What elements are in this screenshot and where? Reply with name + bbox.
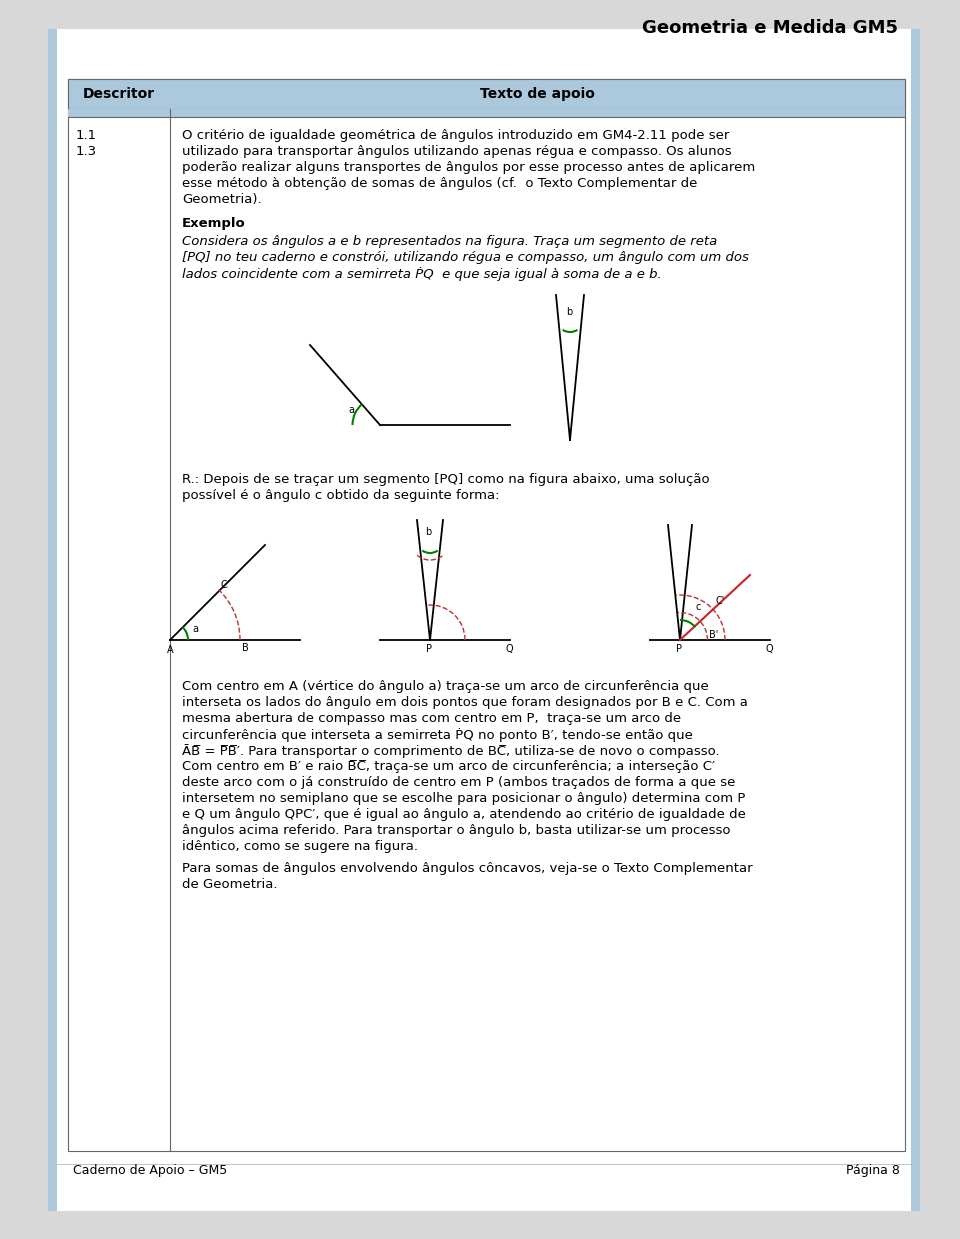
Text: [PQ] no teu caderno e constrói, utilizando régua e compasso, um ângulo com um do: [PQ] no teu caderno e constrói, utilizan…	[182, 252, 749, 264]
Text: Texto de apoio: Texto de apoio	[480, 87, 595, 102]
Text: A: A	[167, 646, 174, 655]
Text: deste arco com o já construído de centro em P (ambos traçados de forma a que se: deste arco com o já construído de centro…	[182, 776, 735, 789]
Text: Descritor: Descritor	[83, 87, 156, 102]
Text: interseta os lados do ângulo em dois pontos que foram designados por B e C. Com : interseta os lados do ângulo em dois pon…	[182, 696, 748, 709]
Text: Considera os ângulos a e b representados na figura. Traça um segmento de reta: Considera os ângulos a e b representados…	[182, 235, 717, 248]
Text: mesma abertura de compasso mas com centro em P,  traça-se um arco de: mesma abertura de compasso mas com centr…	[182, 712, 682, 725]
Text: possível é o ângulo c obtido da seguinte forma:: possível é o ângulo c obtido da seguinte…	[182, 489, 499, 502]
Text: intersetem no semiplano que se escolhe para posicionar o ângulo) determina com P: intersetem no semiplano que se escolhe p…	[182, 792, 745, 805]
Bar	[68, 79, 905, 109]
Text: a: a	[192, 624, 198, 634]
Text: Para somas de ângulos envolvendo ângulos côncavos, veja-se o Texto Complementar: Para somas de ângulos envolvendo ângulos…	[182, 862, 753, 875]
Bar	[911, 28, 920, 1211]
Text: poderão realizar alguns transportes de ângulos por esse processo antes de aplica: poderão realizar alguns transportes de â…	[182, 161, 756, 173]
Text: B: B	[242, 643, 249, 653]
Text: lados coincidente com a semirreta ṖQ  e que seja igual à soma de a e b.: lados coincidente com a semirreta ṖQ e q…	[182, 266, 661, 281]
Text: O critério de igualdade geométrica de ângulos introduzido em GM4-2.11 pode ser: O critério de igualdade geométrica de ân…	[182, 129, 730, 142]
Bar	[68, 79, 905, 1151]
Text: C: C	[221, 580, 228, 590]
Text: Página 8: Página 8	[846, 1163, 900, 1177]
Text: ĀB̅ = P̅B̅′. Para transportar o comprimento de BC̅, utiliza-se de novo o compass: ĀB̅ = P̅B̅′. Para transportar o comprime…	[182, 743, 720, 758]
Text: utilizado para transportar ângulos utilizando apenas régua e compasso. Os alunos: utilizado para transportar ângulos utili…	[182, 145, 732, 159]
Text: Q: Q	[766, 644, 774, 654]
Text: Com centro em B′ e raio B̅C̅, traça-se um arco de circunferência; a interseção C: Com centro em B′ e raio B̅C̅, traça-se u…	[182, 760, 715, 773]
Text: esse método à obtenção de somas de ângulos (cf.  o Texto Complementar de: esse método à obtenção de somas de ângul…	[182, 177, 697, 190]
Text: C': C'	[716, 596, 725, 606]
Bar	[48, 28, 57, 1211]
Text: b: b	[425, 527, 431, 536]
Text: ângulos acima referido. Para transportar o ângulo b, basta utilizar-se um proces: ângulos acima referido. Para transportar…	[182, 824, 731, 838]
Text: P: P	[676, 644, 682, 654]
Text: Caderno de Apoio – GM5: Caderno de Apoio – GM5	[73, 1163, 228, 1177]
Text: B': B'	[709, 629, 718, 641]
Text: R.: Depois de se traçar um segmento [PQ] como na figura abaixo, uma solução: R.: Depois de se traçar um segmento [PQ]…	[182, 473, 709, 486]
Text: Exemplo: Exemplo	[182, 217, 246, 230]
Bar	[68, 109, 905, 116]
Text: 1.3: 1.3	[76, 145, 97, 159]
Text: circunferência que interseta a semirreta ṖQ no ponto B′, tendo-se então que: circunferência que interseta a semirreta…	[182, 729, 693, 742]
Text: Geometria e Medida GM5: Geometria e Medida GM5	[642, 19, 898, 37]
Text: 1.1: 1.1	[76, 129, 97, 142]
Text: Com centro em A (vértice do ângulo a) traça-se um arco de circunferência que: Com centro em A (vértice do ângulo a) tr…	[182, 680, 708, 693]
Text: b: b	[566, 307, 572, 317]
Text: Geometria).: Geometria).	[182, 193, 262, 206]
Text: e Q um ângulo QPC′, que é igual ao ângulo a, atendendo ao critério de igualdade : e Q um ângulo QPC′, que é igual ao ângul…	[182, 808, 746, 821]
Text: a: a	[348, 405, 354, 415]
Text: c: c	[695, 602, 701, 612]
Text: idêntico, como se sugere na figura.: idêntico, como se sugere na figura.	[182, 840, 418, 852]
Text: de Geometria.: de Geometria.	[182, 878, 277, 891]
Text: Q: Q	[506, 644, 514, 654]
Text: P: P	[426, 644, 432, 654]
